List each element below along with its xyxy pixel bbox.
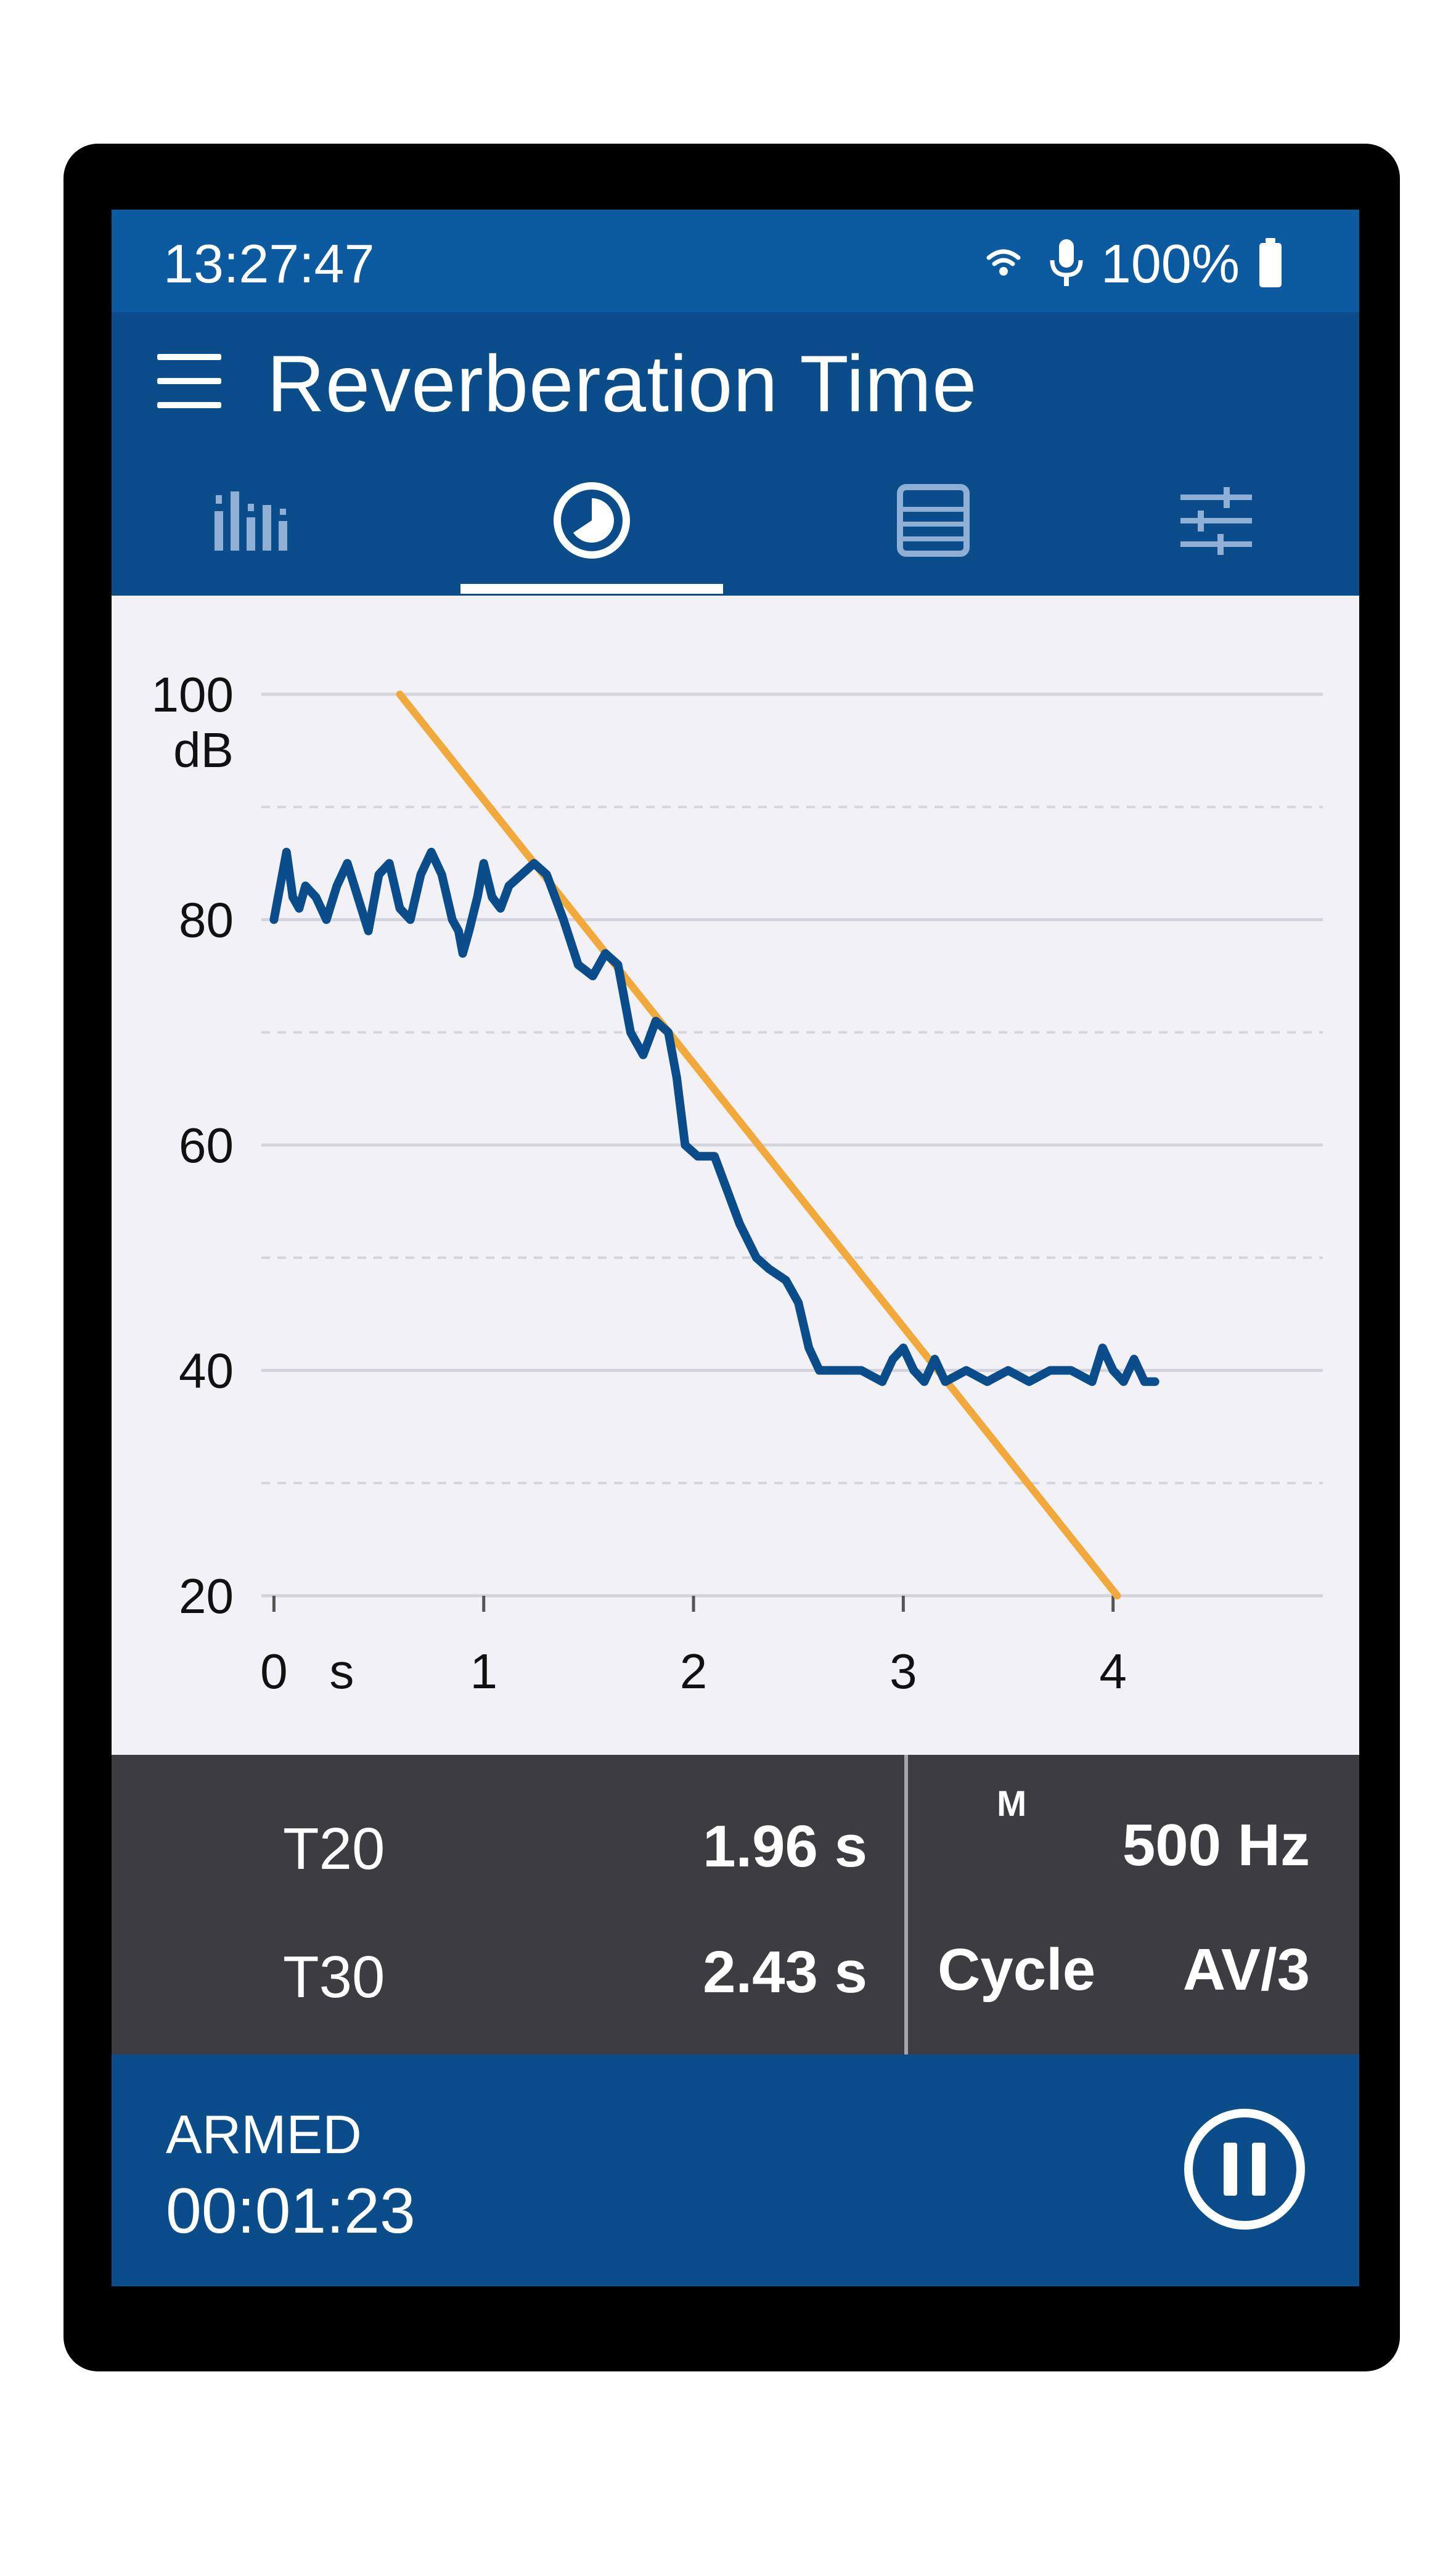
x-axis-unit: s (329, 1644, 354, 1699)
y-tick-label: 80 (179, 893, 234, 948)
menu-icon[interactable] (157, 349, 221, 413)
tab-indicator (460, 584, 723, 594)
x-tick-label: 0 (260, 1644, 288, 1699)
y-tick-label: 60 (179, 1118, 234, 1173)
x-tick-label: 3 (890, 1644, 917, 1699)
y-tick-label: 40 (179, 1344, 234, 1398)
cycle-label: Cycle (938, 1937, 1096, 2003)
wifi-icon (985, 244, 1022, 284)
elapsed-time: 00:01:23 (166, 2175, 415, 2247)
app-bar: Reverberation Time (112, 312, 1359, 448)
t20-label: T20 (283, 1816, 385, 1882)
results-panel: T20 1.96 s T30 2.43 s M 500 Hz Cycle AV/… (112, 1755, 1359, 2054)
results-divider (904, 1755, 908, 2054)
decay-clock-icon (549, 477, 635, 567)
tab-bar (112, 448, 1359, 596)
y-tick-label: 20 (179, 1569, 234, 1623)
page-title: Reverberation Time (267, 339, 978, 429)
battery-percent: 100% (1100, 233, 1240, 294)
y-axis-unit: dB (173, 723, 234, 778)
settings-sliders-icon (1178, 483, 1254, 560)
pause-button[interactable] (1184, 2109, 1305, 2230)
decay-chart-svg: 100 80 60 40 20 dB 0 1 2 3 4 s (152, 667, 1323, 1699)
app-screen: 13:27:47 100% (112, 210, 1359, 2286)
status-icons: 100% (985, 233, 1285, 295)
frequency-value[interactable]: 500 Hz (1122, 1812, 1310, 1878)
mode-indicator: M (997, 1784, 1027, 1824)
t30-value: 2.43 s (703, 1939, 867, 2005)
bottom-bar: ARMED 00:01:23 (112, 2054, 1359, 2286)
x-tick-label: 1 (470, 1644, 497, 1699)
decay-curve (269, 847, 1159, 1386)
cycle-value[interactable]: AV/3 (1182, 1937, 1310, 2003)
t30-label: T30 (283, 1944, 385, 2010)
pause-icon-bar-left (1224, 2143, 1237, 2196)
y-tick-label: 100 (152, 667, 234, 722)
tab-decay[interactable] (390, 448, 793, 596)
microphone-icon (1047, 237, 1086, 292)
pause-icon-bar-right (1252, 2143, 1266, 2196)
tab-table[interactable] (793, 448, 1073, 596)
regression-line (396, 691, 1121, 1599)
tab-settings[interactable] (1073, 448, 1359, 596)
status-time: 13:27:47 (163, 233, 375, 294)
x-tick-label: 2 (680, 1644, 708, 1699)
bar-spectrum-icon (211, 486, 291, 557)
x-tick-label: 4 (1099, 1644, 1127, 1699)
measurement-state: ARMED (166, 2104, 362, 2165)
tab-spectrum[interactable] (112, 448, 390, 596)
status-bar: 13:27:47 100% (112, 210, 1359, 312)
t20-value: 1.96 s (703, 1813, 867, 1879)
decay-chart: 100 80 60 40 20 dB 0 1 2 3 4 s (112, 596, 1359, 1755)
table-list-icon (895, 482, 971, 562)
battery-icon (1256, 237, 1285, 292)
